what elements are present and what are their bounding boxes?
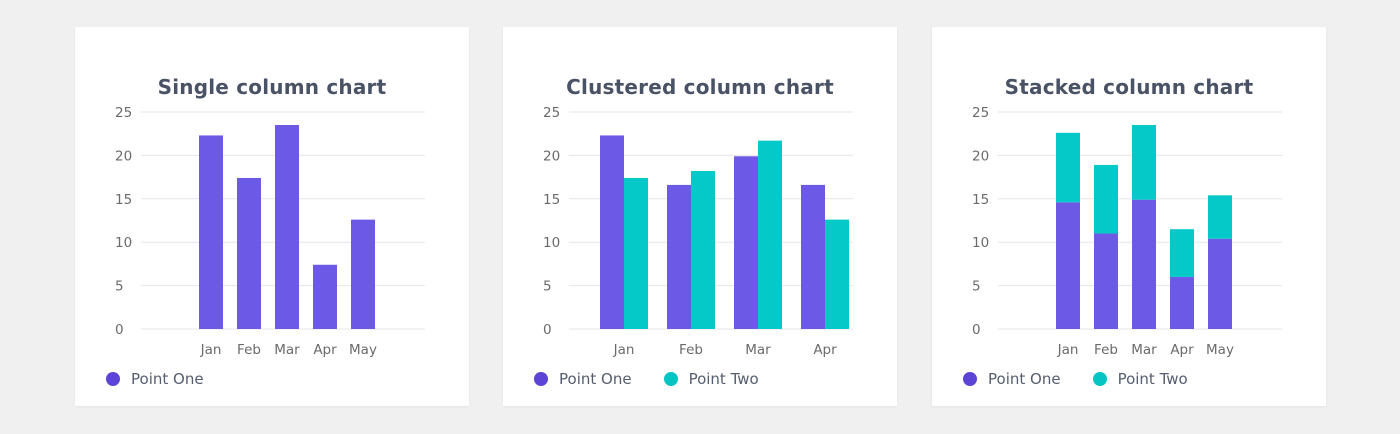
y-tick-label: 5 xyxy=(972,279,981,295)
legend: Point One Point Two xyxy=(963,369,1220,389)
legend-label: Point One xyxy=(559,370,632,388)
bar-point-one xyxy=(600,135,624,329)
legend-item-point-one[interactable]: Point One xyxy=(534,370,632,388)
bar-point-two xyxy=(691,171,715,329)
y-tick-label: 10 xyxy=(115,235,132,251)
x-tick-label: May xyxy=(349,342,377,358)
bar-point-one xyxy=(667,184,691,329)
stacked-column-plot: 0 5 10 15 20 25 Jan Feb Mar Apr May xyxy=(972,105,1282,358)
legend-label: Point Two xyxy=(1117,370,1188,388)
y-tick-label: 5 xyxy=(543,279,552,295)
single-column-plot: 0 5 10 15 20 25 Jan Feb Mar Apr May xyxy=(115,105,425,358)
legend-dot-point-two xyxy=(663,372,678,386)
bar-point-two xyxy=(624,177,648,329)
bar-point-one xyxy=(1170,276,1194,329)
y-tick-label: 25 xyxy=(972,105,989,121)
y-tick-label: 15 xyxy=(543,192,560,208)
legend-label: Point Two xyxy=(688,370,759,388)
bar-point-two xyxy=(1132,125,1156,200)
x-tick-label: Jan xyxy=(200,342,222,358)
x-tick-label: May xyxy=(1206,342,1234,358)
bar-point-one xyxy=(313,264,337,329)
chart-title: Single column chart xyxy=(157,75,387,99)
bar-point-one xyxy=(734,156,758,329)
legend-dot-point-one xyxy=(963,372,977,386)
legend-item-point-two[interactable]: Point Two xyxy=(663,370,759,388)
chart-title: Clustered column chart xyxy=(566,75,834,99)
x-tick-label: Feb xyxy=(679,342,703,358)
y-tick-label: 20 xyxy=(972,148,989,164)
bar-point-one xyxy=(1208,238,1232,329)
bar-point-two xyxy=(1094,164,1118,234)
x-tick-label: Feb xyxy=(237,342,261,358)
bar-point-two xyxy=(758,140,782,329)
legend-dot-point-one xyxy=(106,372,120,386)
clustered-column-plot: 0 5 10 15 20 25 Jan Feb Mar Apr xyxy=(543,105,853,358)
legend-item-point-one[interactable]: Point One xyxy=(106,370,204,388)
bar-point-one xyxy=(351,219,375,329)
y-tick-label: 20 xyxy=(543,148,560,164)
bar-point-one xyxy=(275,125,299,330)
x-tick-label: Feb xyxy=(1094,342,1118,358)
y-tick-label: 25 xyxy=(543,105,560,121)
x-tick-label: Mar xyxy=(745,342,771,358)
bar-point-two xyxy=(1208,195,1232,239)
x-tick-label: Jan xyxy=(1057,342,1079,358)
legend-label: Point One xyxy=(988,370,1061,388)
chart-card-stacked: Stacked column chart 0 5 10 15 20 25 Jan Feb Mar… xyxy=(932,27,1326,406)
y-tick-label: 5 xyxy=(115,279,124,295)
y-tick-label: 15 xyxy=(115,192,132,208)
legend-dot-point-two xyxy=(1092,372,1107,386)
x-tick-label: Jan xyxy=(613,342,635,358)
legend-label: Point One xyxy=(131,370,204,388)
legend-dot-point-one xyxy=(534,372,548,386)
y-tick-label: 10 xyxy=(543,235,560,251)
bar-point-two xyxy=(1056,132,1080,203)
chart-card-clustered: Clustered column chart 0 5 10 15 20 25 Jan Feb M… xyxy=(503,27,897,406)
legend: Point One Point Two xyxy=(534,369,791,389)
bar-point-one xyxy=(199,135,223,329)
bar-point-two xyxy=(825,219,849,329)
x-tick-label: Mar xyxy=(274,342,300,358)
legend: Point One xyxy=(106,369,236,389)
x-tick-label: Mar xyxy=(1131,342,1157,358)
y-tick-label: 10 xyxy=(972,235,989,251)
bar-point-one xyxy=(1132,199,1156,329)
y-tick-label: 15 xyxy=(972,192,989,208)
bar-point-one xyxy=(237,177,261,329)
bar-point-one xyxy=(1094,233,1118,329)
y-tick-label: 20 xyxy=(115,148,132,164)
bar-point-one xyxy=(1056,202,1080,329)
x-tick-label: Apr xyxy=(313,342,337,358)
legend-item-point-two[interactable]: Point Two xyxy=(1092,370,1188,388)
y-tick-label: 0 xyxy=(115,322,124,338)
x-tick-label: Apr xyxy=(813,342,837,358)
x-tick-label: Apr xyxy=(1170,342,1194,358)
y-tick-label: 25 xyxy=(115,105,132,121)
chart-title: Stacked column chart xyxy=(1004,75,1254,99)
bar-point-two xyxy=(1170,229,1194,277)
chart-card-single: Single column chart 0 5 10 15 20 25 Jan Feb Mar A… xyxy=(75,27,469,406)
y-tick-label: 0 xyxy=(972,322,981,338)
bar-point-one xyxy=(801,184,825,329)
legend-item-point-one[interactable]: Point One xyxy=(963,370,1061,388)
y-tick-label: 0 xyxy=(543,322,552,338)
